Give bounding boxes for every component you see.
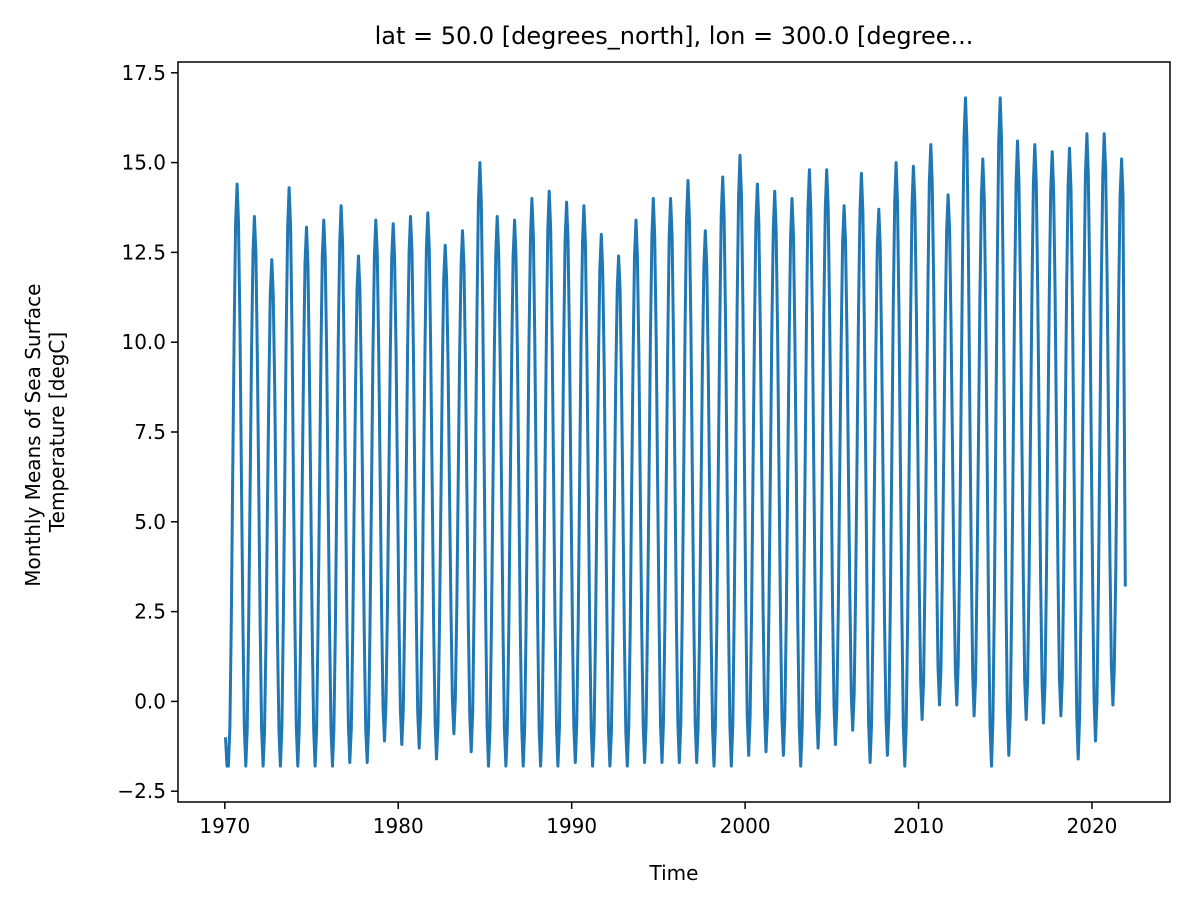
y-axis-label: Monthly Means of Sea Surface Temperature… bbox=[21, 277, 69, 587]
x-axis: 1970 1980 1990 2000 2010 2020 bbox=[199, 802, 1117, 838]
y-tick-label: −2.5 bbox=[117, 779, 166, 803]
y-tick-label: 12.5 bbox=[121, 240, 166, 264]
plot-area bbox=[224, 96, 1127, 768]
y-axis-label-line-1: Monthly Means of Sea Surface bbox=[21, 284, 45, 587]
y-axis-label-line-2: Temperature [degC] bbox=[45, 332, 69, 533]
y-tick-label: 7.5 bbox=[134, 420, 166, 444]
sst-series-line bbox=[224, 96, 1127, 768]
x-tick-label: 1990 bbox=[546, 814, 597, 838]
y-tick-label: 10.0 bbox=[121, 330, 166, 354]
x-tick-label: 2010 bbox=[893, 814, 944, 838]
y-tick-label: 5.0 bbox=[134, 510, 166, 534]
x-axis-label: Time bbox=[649, 861, 699, 885]
y-tick-label: 0.0 bbox=[134, 689, 166, 713]
y-axis: −2.5 0.0 2.5 5.0 7.5 10.0 12.5 15.0 17.5 bbox=[117, 61, 178, 803]
chart-title: lat = 50.0 [degrees_north], lon = 300.0 … bbox=[375, 22, 974, 50]
x-tick-label: 2020 bbox=[1067, 814, 1118, 838]
y-tick-label: 2.5 bbox=[134, 600, 166, 624]
y-tick-label: 17.5 bbox=[121, 61, 166, 85]
x-tick-label: 2000 bbox=[720, 814, 771, 838]
y-tick-label: 15.0 bbox=[121, 151, 166, 175]
x-tick-label: 1980 bbox=[373, 814, 424, 838]
x-tick-label: 1970 bbox=[199, 814, 250, 838]
